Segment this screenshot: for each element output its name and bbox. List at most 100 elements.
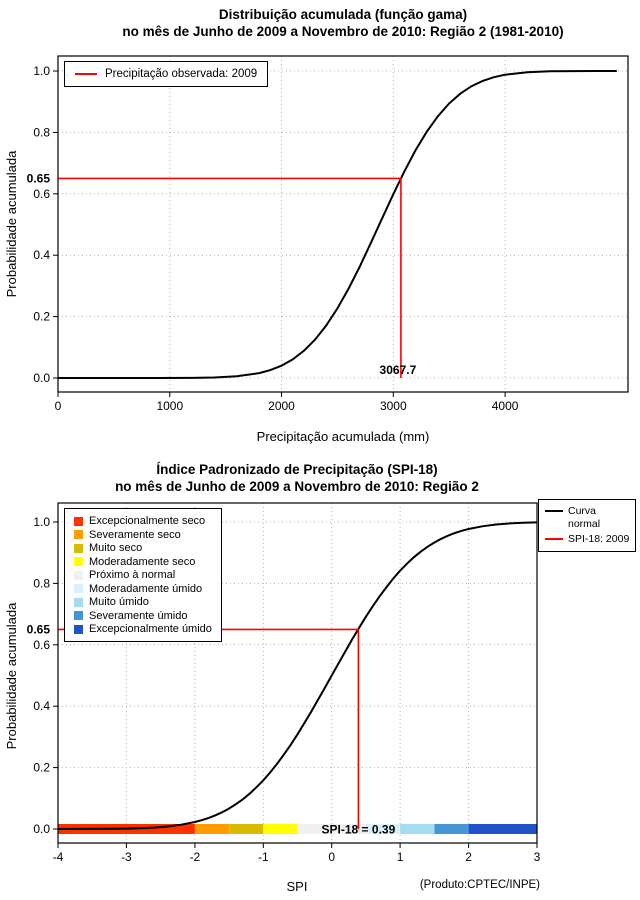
spi-categories-legend: Excepcionalmente seco Severamente seco M… xyxy=(64,508,222,642)
category-label: Severamente seco xyxy=(89,528,181,541)
category-label: Excepcionalmente seco xyxy=(89,515,206,527)
legend-item: Moderadamente úmido xyxy=(74,583,212,595)
x-tick-label: -2 xyxy=(190,850,201,864)
category-swatch xyxy=(74,597,83,607)
red-line-sample xyxy=(75,73,97,75)
category-bar-segment xyxy=(434,824,469,834)
chart-title: Índice Padronizado de Precipitação (SPI-… xyxy=(156,462,437,477)
x-tick-label: 0 xyxy=(55,399,62,413)
plot-area: -4 -3 -2 -1 0 1 2 3 0.0 0.2 0.4 0.6 0.8 1.0 0.65 SPI-18… xyxy=(27,502,541,864)
y-tick-label: 0.0 xyxy=(33,822,50,836)
spi-cdf-chart: -4 -3 -2 -1 0 1 2 3 0.0 0.2 0.4 0.6 0.8 1.0 0.65 SPI-18… xyxy=(0,458,640,900)
x-axis-title: Precipitação acumulada (mm) xyxy=(257,429,430,444)
plot-area: 0 1000 2000 3000 4000 0.0 0.2 0.4 0.6 0.8 1.0 0.65 3… xyxy=(27,55,629,413)
x-tick-label: 3000 xyxy=(380,399,407,413)
plot-border xyxy=(57,55,629,393)
chart-subtitle: no mês de Junho de 2009 a Novembro de 20… xyxy=(122,24,563,39)
x-tick-label: 1000 xyxy=(156,399,183,413)
category-bar-segment xyxy=(263,824,298,834)
category-label: Próximo à normal xyxy=(89,569,176,581)
y-tick-label: 0.2 xyxy=(33,310,50,324)
x-tick-label: -1 xyxy=(258,850,269,864)
category-label: Moderadamente úmido xyxy=(89,582,203,595)
x-tick-label: 2 xyxy=(465,850,472,864)
category-swatch xyxy=(74,570,83,580)
axes: -4 -3 -2 -1 0 1 2 3 0.0 0.2 0.4 0.6 0.8 1.0 xyxy=(33,515,540,864)
category-bar-segment xyxy=(297,824,366,834)
chart-subtitle: no mês de Junho de 2009 a Novembro de 20… xyxy=(115,479,479,494)
legend-item: Excepcionalmente seco xyxy=(74,515,212,527)
legend-item: Moderadamente seco xyxy=(74,556,212,568)
category-label: Muito seco xyxy=(89,542,143,554)
curves-legend: Curva normal SPI-18: 2009 xyxy=(538,499,637,552)
category-swatch xyxy=(74,516,83,526)
category-swatch xyxy=(74,543,83,553)
legend-item: Excepcionalmente úmido xyxy=(74,623,212,635)
legend-label: Curva normal xyxy=(568,505,601,530)
observed-value-line xyxy=(58,177,402,378)
y-tick-label: 0.6 xyxy=(33,187,50,201)
black-line-sample xyxy=(545,510,563,512)
legend-label: Precipitação observada: 2009 xyxy=(105,68,258,80)
spi-cdf-plot: -4 -3 -2 -1 0 1 2 3 0.0 0.2 0.4 0.6 0.8 1.0 0.65 SPI-18… xyxy=(4,462,541,894)
x-tick-label: -4 xyxy=(53,850,64,864)
category-swatch xyxy=(74,557,83,566)
category-bar-segment xyxy=(229,824,264,834)
legend-item: Curva normal xyxy=(545,505,629,530)
y-tick-label: 0.0 xyxy=(33,371,50,385)
y-tick-label: 0.2 xyxy=(33,761,50,775)
x-tick-label: 0 xyxy=(328,850,335,864)
category-swatch xyxy=(74,530,83,539)
category-label: Moderadamente seco xyxy=(89,555,196,568)
x-tick-label: 2000 xyxy=(268,399,295,413)
chart-title: Distribuição acumulada (função gama) xyxy=(219,7,467,22)
observed-value-label: SPI-18 = 0.39 xyxy=(322,823,396,837)
plot-border xyxy=(57,502,538,844)
category-label: Muito úmido xyxy=(89,596,149,608)
x-tick-label: -3 xyxy=(121,850,132,864)
legend-item: Próximo à normal xyxy=(74,569,212,581)
category-label: Excepcionalmente úmido xyxy=(89,623,212,635)
gridlines xyxy=(57,56,628,392)
x-tick-label: 3 xyxy=(534,850,541,864)
cdf-curve xyxy=(58,70,617,379)
legend-item: Muito seco xyxy=(74,542,212,554)
category-bar-segment xyxy=(194,824,230,834)
y-tick-label: 1.0 xyxy=(33,64,50,78)
legend-item: Severamente seco xyxy=(74,529,212,541)
observed-value-label: 3067.7 xyxy=(380,363,417,377)
category-bar-segment xyxy=(365,824,401,834)
legend-label: SPI-18: 2009 xyxy=(568,533,630,546)
category-bar-segment xyxy=(400,824,435,834)
x-tick-label: 4000 xyxy=(492,399,519,413)
category-bar-segment xyxy=(468,824,537,834)
cdf-curve xyxy=(57,521,538,830)
y-tick-label: 0.4 xyxy=(33,248,50,262)
probability-value-label: 0.65 xyxy=(27,622,51,636)
observed-precipitation-legend: Precipitação observada: 2009 xyxy=(64,61,269,87)
y-tick-label: 0.4 xyxy=(33,699,50,713)
category-swatch xyxy=(74,624,83,634)
gamma-cdf-chart: 0 1000 2000 3000 4000 0.0 0.2 0.4 0.6 0.8 1.0 0.65 3… xyxy=(4,7,629,444)
red-line-sample xyxy=(545,538,563,541)
x-tick-label: 1 xyxy=(397,850,404,864)
y-tick-label: 1.0 xyxy=(33,515,50,529)
legend-item: Severamente úmido xyxy=(74,610,212,622)
probability-value-label: 0.65 xyxy=(27,171,51,185)
y-tick-label: 0.6 xyxy=(33,638,50,652)
y-axis-title: Probabilidade acumulada xyxy=(4,150,19,297)
legend-item: Muito úmido xyxy=(74,596,212,608)
category-label: Severamente úmido xyxy=(89,609,188,622)
credit-text: (Produto:CPTEC/INPE) xyxy=(420,879,540,891)
axes: 0 1000 2000 3000 4000 0.0 0.2 0.4 0.6 0.8 1.0 xyxy=(33,64,518,413)
y-tick-label: 0.8 xyxy=(33,125,50,139)
y-tick-label: 0.8 xyxy=(33,576,50,590)
y-axis-title: Probabilidade acumulada xyxy=(4,602,19,749)
observed-value-line xyxy=(58,628,360,829)
category-swatch xyxy=(74,611,83,620)
legend-item: SPI-18: 2009 xyxy=(545,533,629,546)
x-axis-title: SPI xyxy=(287,879,308,894)
gamma-cdf-plot: 0 1000 2000 3000 4000 0.0 0.2 0.4 0.6 0.8 1.0 0.65 3… xyxy=(4,7,629,444)
category-swatch xyxy=(74,584,83,593)
